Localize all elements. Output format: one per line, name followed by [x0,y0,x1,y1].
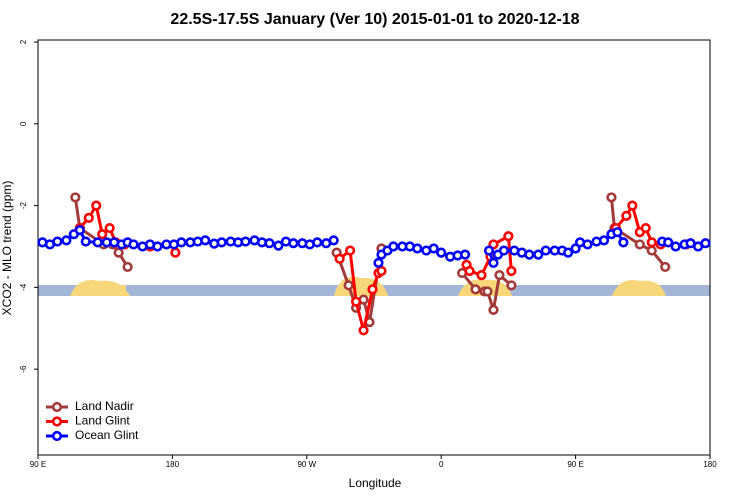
legend-label: Land Glint [75,414,130,428]
data-point [92,237,103,248]
data-point [476,269,487,281]
data-point [660,261,671,273]
data-point [483,245,495,256]
data-point [364,317,375,328]
data-point [524,249,535,260]
data-point [61,235,72,246]
data-point [646,245,657,256]
data-point [91,200,102,211]
data-point [373,257,384,268]
data-point [388,241,399,252]
data-point [312,237,323,248]
y-tick-label: -6 [19,365,28,373]
data-point [621,210,632,221]
data-point [582,239,593,250]
data-point [640,222,651,234]
data-point [97,229,108,240]
data-point [52,236,63,247]
data-point [328,235,339,246]
data-point [436,247,447,258]
data-point [273,240,284,251]
x-tick-label: 90 W [297,460,316,469]
data-point [200,235,211,246]
y-tick-label: 0 [19,121,28,126]
data-point [540,245,551,256]
data-point [83,212,94,223]
data-point [482,286,493,297]
legend-marker [51,430,63,442]
data-point [113,247,124,258]
legend-label: Land Nadir [75,399,134,413]
data-point [80,236,91,247]
data-point [494,269,505,281]
data-point [334,253,345,264]
data-point [464,265,475,277]
data-point [104,222,115,234]
data-point [152,241,163,252]
data-point [428,243,439,254]
x-tick-label: 90 E [567,460,583,469]
legend-marker [51,416,63,427]
data-point [627,200,638,211]
data-point [70,192,81,203]
data-point [663,237,674,248]
y-tick-label: -4 [19,283,28,291]
data-point [700,238,711,249]
legend-label: Ocean Glint [75,428,139,442]
data-point [74,225,85,236]
data-point [618,237,629,248]
x-axis-label: Longitude [349,476,402,490]
x-tick-label: 180 [166,460,180,469]
data-point [470,284,481,295]
x-tick-label: 90 E [30,460,46,469]
data-point [646,237,657,248]
data-point [264,238,275,249]
data-point [488,304,499,315]
y-tick-label: -2 [19,201,28,209]
data-point [503,231,514,242]
data-point [670,241,681,252]
data-point [345,245,356,256]
data-point [216,237,227,248]
y-tick-label: 2 [19,39,28,44]
data-point [367,284,378,295]
data-point [240,236,251,247]
data-point [122,261,133,273]
chart-title: 22.5S-17.5S January (Ver 10) 2015-01-01 … [170,11,579,28]
data-point [533,249,544,260]
y-axis-label: XCO2 - MLO trend (ppm) [0,181,14,316]
x-tick-label: 0 [439,460,444,469]
data-point [376,265,387,277]
data-point [288,238,299,249]
data-point [128,239,139,250]
data-point [612,227,623,238]
data-point [506,265,517,277]
x-tick-label: 180 [703,460,717,469]
data-point [170,247,181,258]
data-point [598,235,610,246]
data-point [412,243,423,254]
data-point [563,247,574,258]
data-point [488,257,499,268]
data-point [634,239,645,250]
data-point [176,237,187,248]
data-point [343,280,354,291]
data-point [350,296,362,307]
plot-frame [37,39,711,456]
data-point [606,192,617,203]
data-point [358,325,369,336]
data-point [498,245,510,256]
data-point [506,280,517,291]
legend-marker [51,401,63,413]
data-point [459,249,471,260]
